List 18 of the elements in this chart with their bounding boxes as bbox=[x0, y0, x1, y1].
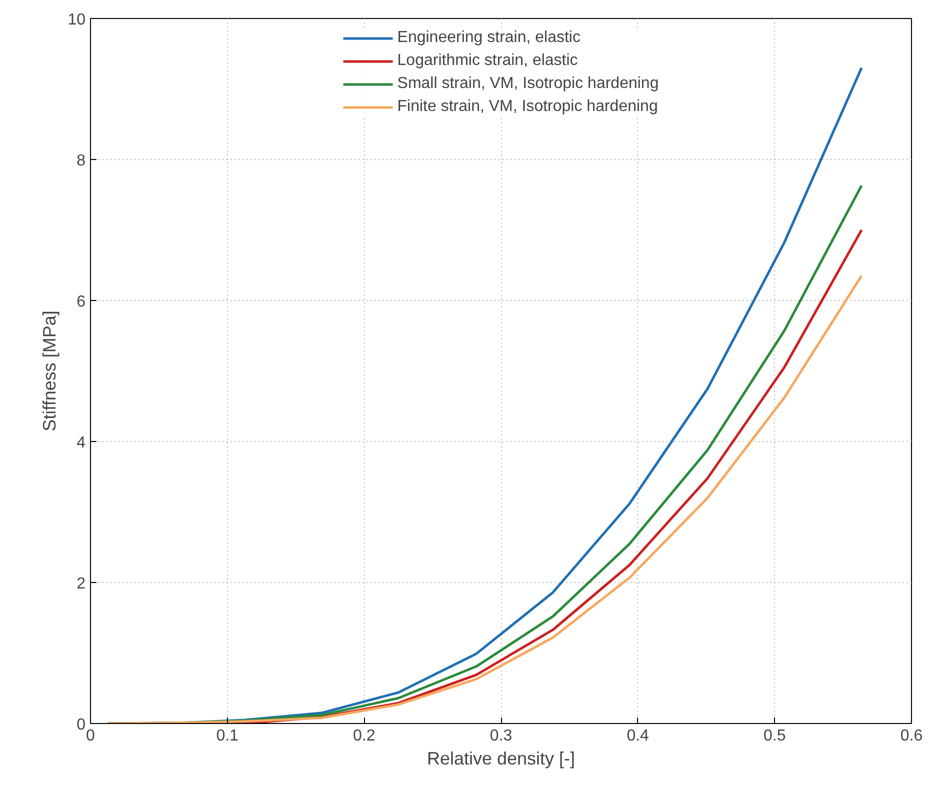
legend-label: Finite strain, VM, Isotropic hardening bbox=[397, 98, 658, 116]
x-axis-title: Relative density [-] bbox=[426, 748, 576, 768]
x-tick-label: 0.2 bbox=[353, 728, 376, 744]
x-tick-label: 0.6 bbox=[900, 728, 923, 744]
y-tick-label: 6 bbox=[76, 294, 86, 310]
y-tick-label: 10 bbox=[68, 12, 86, 28]
y-tick-label: 8 bbox=[76, 152, 86, 170]
y-tick-label: 4 bbox=[76, 434, 86, 452]
x-tick-label: 0.5 bbox=[764, 728, 786, 744]
x-tick-label: 0.3 bbox=[490, 728, 512, 744]
legend-label: Logarithmic strain, elastic bbox=[397, 52, 578, 70]
legend-label: Engineering strain, elastic bbox=[397, 29, 580, 47]
y-axis-title: Stiffness [MPa] bbox=[40, 310, 60, 432]
y-tick-label: 2 bbox=[76, 576, 86, 592]
x-tick-label: 0.4 bbox=[626, 728, 650, 744]
legend-label: Small strain, VM, Isotropic hardening bbox=[397, 75, 659, 93]
y-tick-label: 0 bbox=[76, 716, 86, 734]
x-tick-label: 0.1 bbox=[216, 728, 239, 744]
